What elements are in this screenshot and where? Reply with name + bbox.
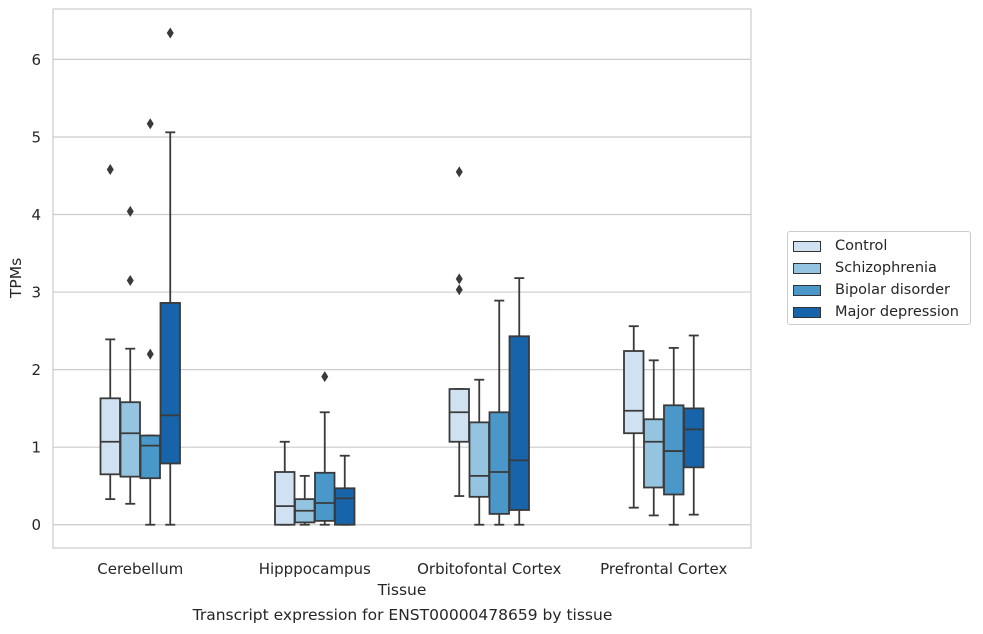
box-bipolar-disorder-prefrontal-cortex-iqr-box xyxy=(663,404,685,496)
boxes xyxy=(99,27,705,526)
legend-label-bipolar-disorder: Bipolar disorder xyxy=(835,282,950,298)
y-tick-label-3: 3 xyxy=(31,284,41,302)
box-control-prefrontal-cortex-iqr-box xyxy=(623,350,645,435)
legend-item-schizophrenia: Schizophrenia xyxy=(793,257,937,279)
box-bipolar-disorder-hipppocampus xyxy=(314,371,336,526)
box-schizophrenia-hipppocampus xyxy=(294,474,316,526)
box-schizophrenia-prefrontal-cortex-iqr-box xyxy=(643,418,665,489)
box-control-hipppocampus xyxy=(274,440,296,526)
box-control-cerebellum-iqr-box xyxy=(99,397,121,476)
x-tick-label-prefrontal-cortex: Prefrontal Cortex xyxy=(600,560,727,578)
box-bipolar-disorder-orbitofontal-cortex-iqr-box xyxy=(488,411,510,515)
box-major-depression-prefrontal-cortex-iqr-box xyxy=(683,407,705,469)
box-major-depression-hipppocampus-iqr-box xyxy=(334,487,356,526)
box-major-depression-prefrontal-cortex xyxy=(683,334,705,516)
plot-area-frame xyxy=(52,8,752,549)
box-control-cerebellum xyxy=(99,164,121,501)
legend: Control Schizophrenia Bipolar disorder M… xyxy=(787,231,971,325)
box-bipolar-disorder-hipppocampus-iqr-box xyxy=(314,471,336,522)
y-tick-label-4: 4 xyxy=(31,206,41,224)
legend-swatch-schizophrenia xyxy=(793,262,821,274)
y-tick-label-0: 0 xyxy=(31,516,41,534)
y-tick-label-5: 5 xyxy=(31,128,41,146)
box-schizophrenia-cerebellum-outlier-0 xyxy=(126,274,134,286)
y-axis-ticks: 0 1 2 3 4 5 6 xyxy=(31,51,41,534)
box-bipolar-disorder-cerebellum xyxy=(139,118,161,526)
box-schizophrenia-orbitofontal-cortex xyxy=(468,378,490,526)
box-bipolar-disorder-hipppocampus-outlier-0 xyxy=(321,371,329,383)
box-major-depression-cerebellum-outlier-0 xyxy=(166,27,174,39)
box-major-depression-cerebellum-iqr-box xyxy=(159,302,181,465)
x-axis-ticks: Cerebellum Hipppocampus Orbitofontal Corte… xyxy=(97,560,727,578)
box-bipolar-disorder-prefrontal-cortex xyxy=(663,347,685,526)
x-axis-label: Tissue xyxy=(377,581,427,599)
box-schizophrenia-prefrontal-cortex xyxy=(643,359,665,517)
x-tick-label-hipppocampus: Hipppocampus xyxy=(259,560,371,578)
box-control-orbitofontal-cortex-outlier-2 xyxy=(455,166,463,178)
box-schizophrenia-orbitofontal-cortex-iqr-box xyxy=(468,421,490,498)
y-tick-label-1: 1 xyxy=(31,439,41,457)
box-control-cerebellum-outlier-0 xyxy=(106,164,114,176)
box-control-hipppocampus-iqr-box xyxy=(274,471,296,526)
box-schizophrenia-cerebellum xyxy=(119,205,141,505)
box-control-orbitofontal-cortex-outlier-0 xyxy=(455,284,463,296)
legend-item-control: Control xyxy=(793,235,887,257)
y-axis-label: TPMs xyxy=(7,258,25,299)
x-tick-label-cerebellum: Cerebellum xyxy=(97,560,183,578)
legend-swatch-bipolar-disorder xyxy=(793,284,821,296)
box-major-depression-orbitofontal-cortex xyxy=(508,277,530,526)
box-schizophrenia-cerebellum-iqr-box xyxy=(119,401,141,478)
box-bipolar-disorder-cerebellum-outlier-0 xyxy=(146,348,154,360)
box-major-depression-hipppocampus xyxy=(334,454,356,526)
x-tick-label-orbitofontal-cortex: Orbitofontal Cortex xyxy=(417,560,561,578)
legend-swatch-major-depression xyxy=(793,306,821,318)
box-bipolar-disorder-cerebellum-iqr-box xyxy=(139,434,161,480)
legend-swatch-control xyxy=(793,240,821,252)
box-control-orbitofontal-cortex-outlier-1 xyxy=(455,273,463,285)
y-tick-label-2: 2 xyxy=(31,361,41,379)
box-control-orbitofontal-cortex xyxy=(448,166,470,497)
chart-caption: Transcript expression for ENST0000047865… xyxy=(192,606,613,624)
box-bipolar-disorder-cerebellum-outlier-1 xyxy=(146,118,154,130)
y-tick-label-6: 6 xyxy=(31,51,41,69)
box-control-prefrontal-cortex xyxy=(623,325,645,509)
box-control-orbitofontal-cortex-iqr-box xyxy=(448,388,470,443)
legend-item-bipolar-disorder: Bipolar disorder xyxy=(793,279,950,301)
legend-label-control: Control xyxy=(835,238,888,254)
box-bipolar-disorder-orbitofontal-cortex xyxy=(488,299,510,526)
box-major-depression-cerebellum xyxy=(159,27,181,526)
legend-item-major-depression: Major depression xyxy=(793,301,959,323)
legend-label-major-depression: Major depression xyxy=(835,304,959,320)
box-schizophrenia-cerebellum-outlier-1 xyxy=(126,205,134,217)
box-major-depression-orbitofontal-cortex-iqr-box xyxy=(508,335,530,511)
legend-label-schizophrenia: Schizophrenia xyxy=(835,260,937,276)
